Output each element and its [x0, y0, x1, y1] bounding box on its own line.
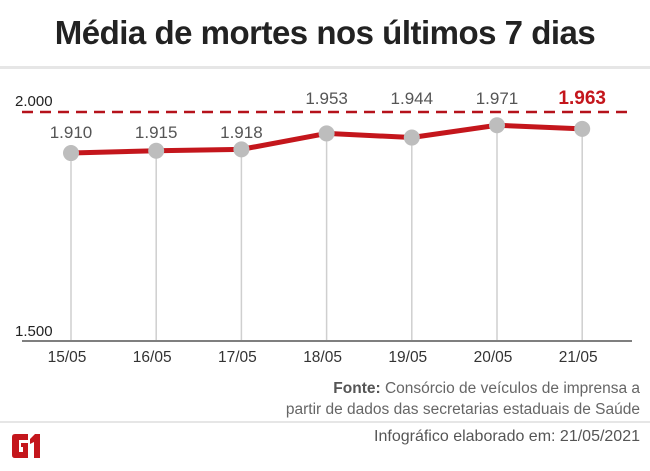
data-label: 1.944 — [391, 89, 434, 108]
data-label: 1.918 — [220, 123, 263, 142]
data-point — [574, 120, 591, 137]
data-label: 1.910 — [50, 123, 93, 142]
x-tick-label: 21/05 — [559, 349, 598, 366]
g1-logo — [12, 434, 40, 458]
y-tick-label: 1.500 — [15, 323, 53, 340]
x-tick-label: 15/05 — [48, 349, 87, 366]
data-point — [63, 145, 79, 162]
x-tick-label: 17/05 — [218, 349, 257, 366]
line-chart: 2.000 1.500 1.910 1.915 1.918 1.953 1.944 1.971… — [15, 88, 632, 366]
data-point — [403, 129, 420, 146]
source-note: Fonte: Consórcio de veículos de imprensa… — [286, 378, 640, 420]
source-label: Fonte: — [333, 380, 381, 397]
data-label: 1.963 — [558, 88, 606, 109]
data-point — [233, 141, 250, 158]
data-point — [318, 125, 335, 142]
chart-title: Média de mortes nos últimos 7 dias — [54, 14, 596, 51]
source-text-2: partir de dados das secretarias estaduai… — [285, 401, 640, 418]
data-label: 1.915 — [135, 123, 178, 142]
data-label: 1.953 — [305, 89, 348, 108]
data-point — [489, 117, 505, 134]
x-tick-label: 18/05 — [303, 349, 342, 366]
credit-text: Infográfico elaborado em: 21/05/2021 — [374, 428, 640, 445]
title-divider — [0, 66, 650, 69]
footer-divider — [0, 421, 650, 423]
data-label: 1.971 — [476, 89, 519, 108]
x-tick-label: 19/05 — [388, 349, 427, 366]
x-tick-label: 20/05 — [474, 349, 513, 366]
x-tick-label: 16/05 — [133, 349, 172, 366]
y-tick-label: 2.000 — [15, 93, 53, 110]
source-text-1: Consórcio de veículos de imprensa a — [384, 380, 640, 397]
data-point — [148, 142, 165, 159]
